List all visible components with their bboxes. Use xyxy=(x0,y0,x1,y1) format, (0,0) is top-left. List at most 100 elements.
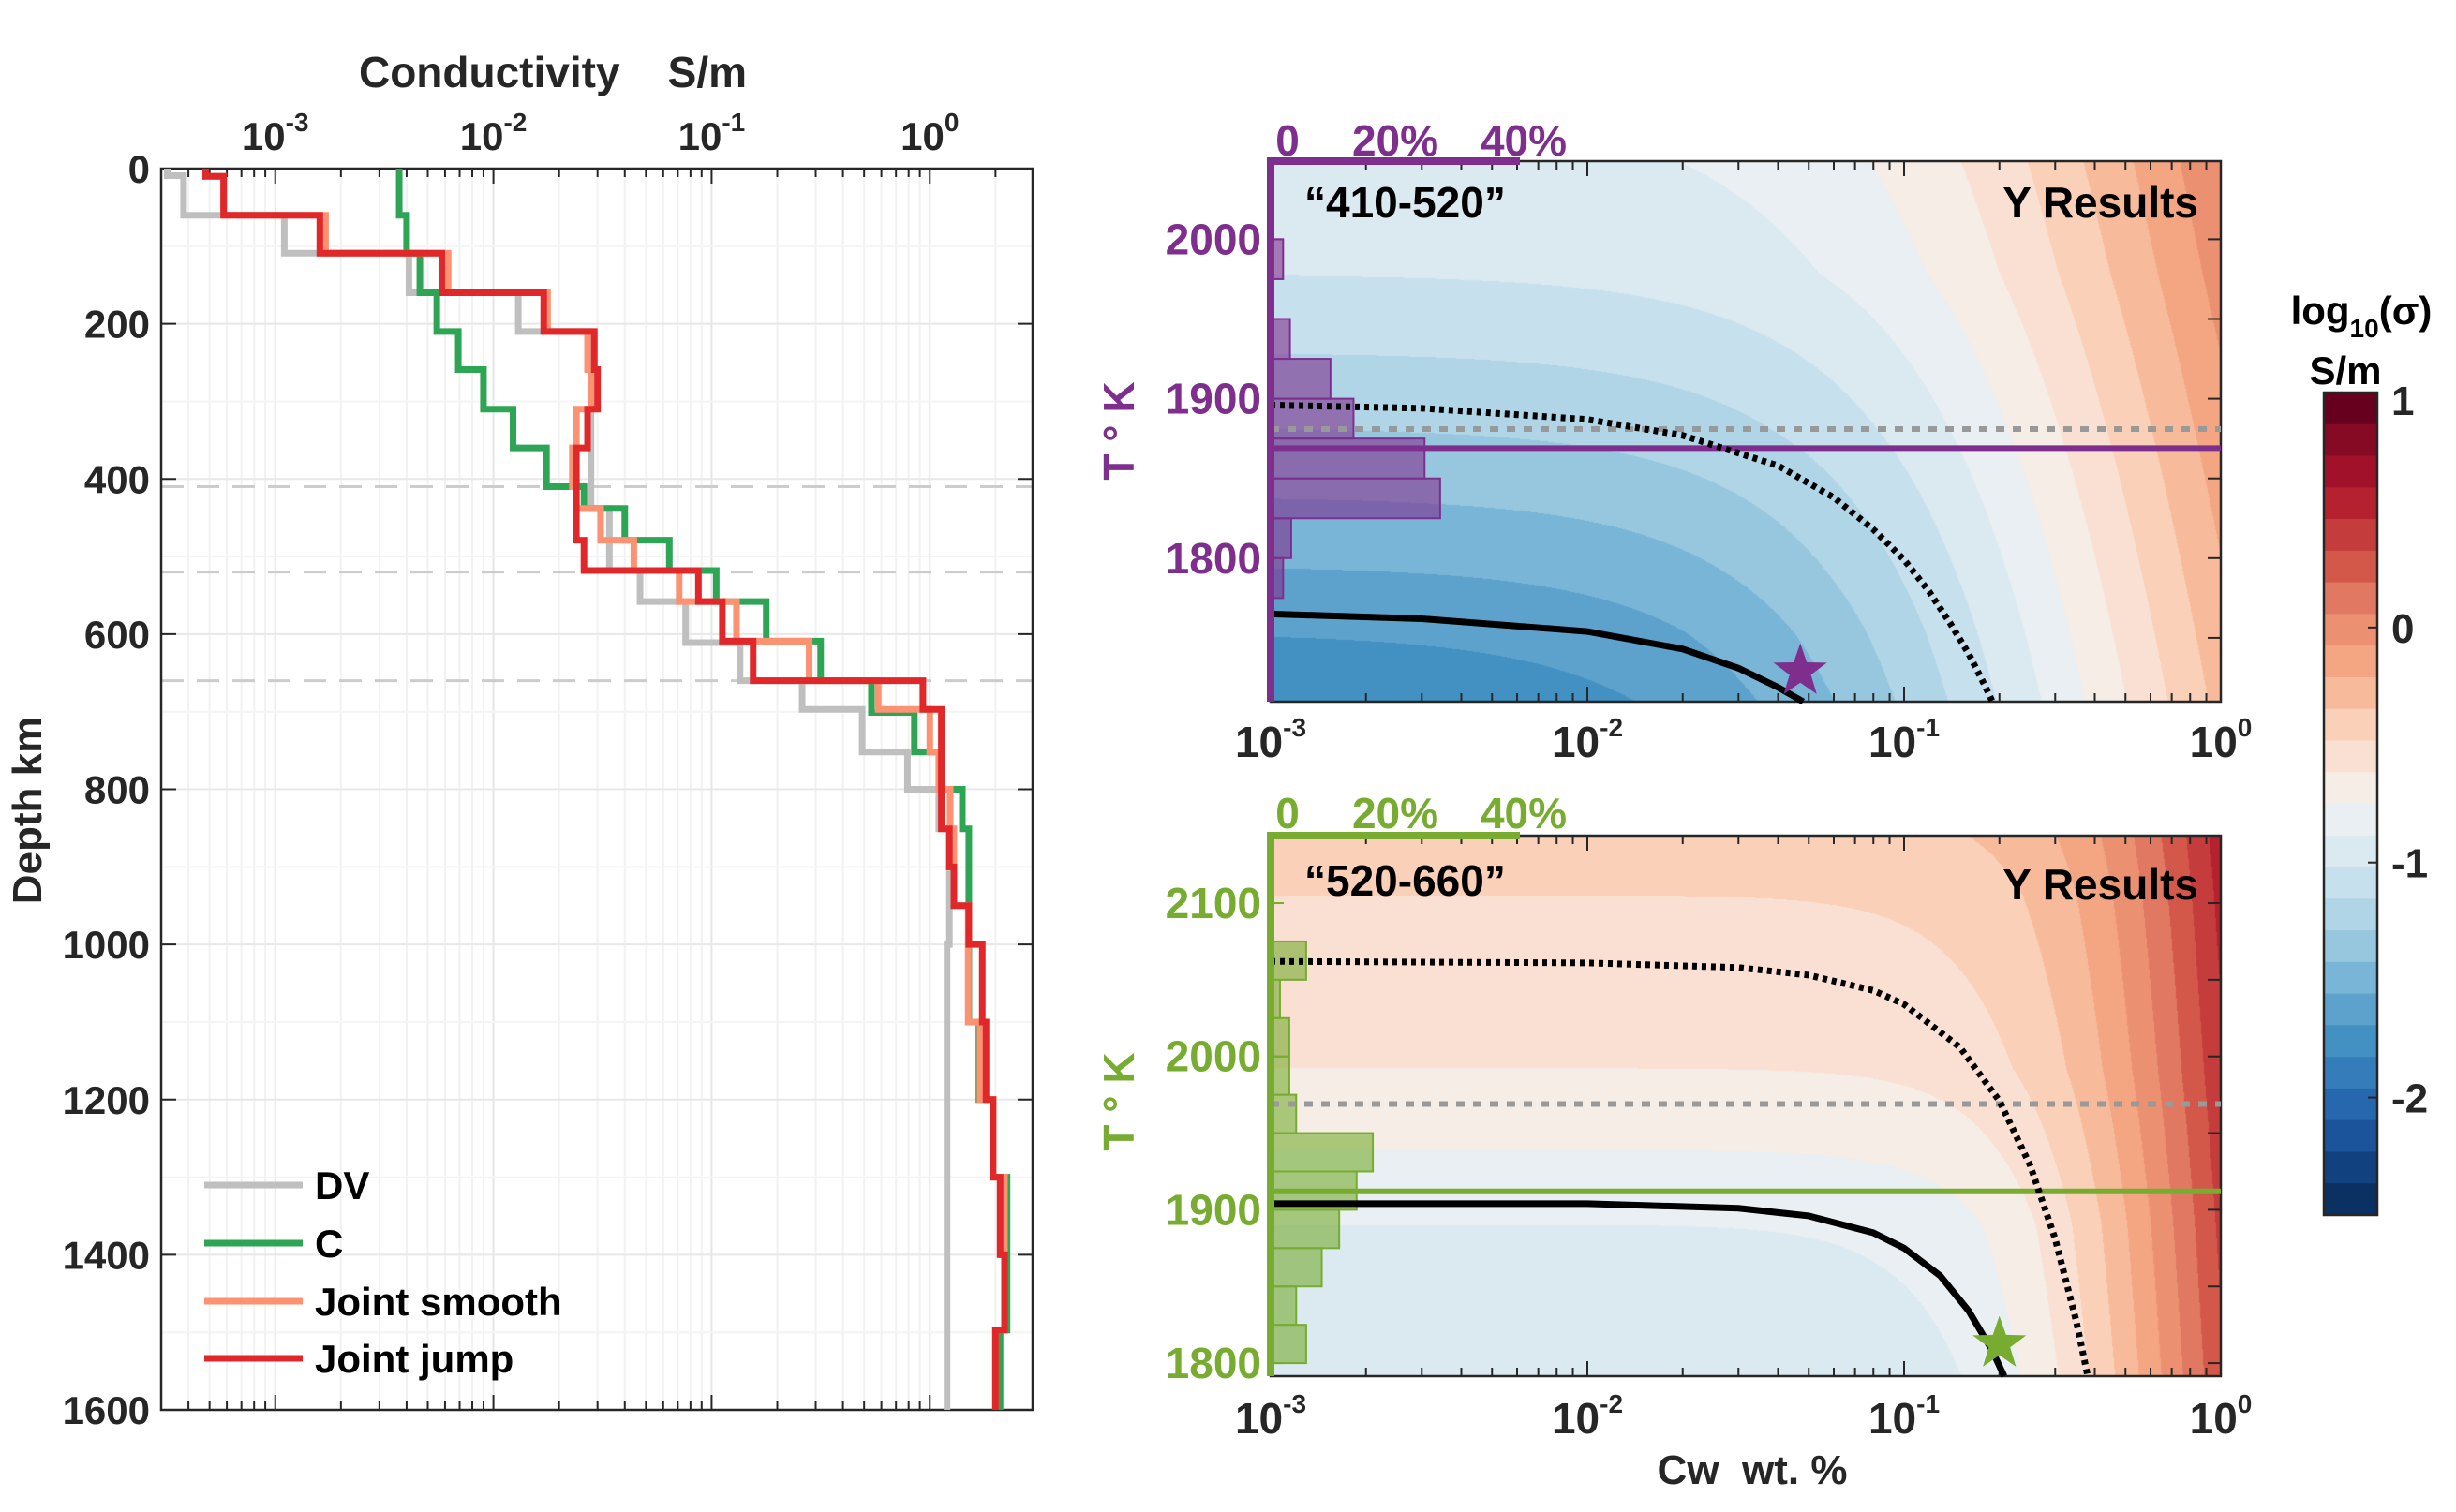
colorbar-band xyxy=(2324,676,2377,710)
histogram-bar xyxy=(1270,437,1426,480)
histogram-axis-label: 0 xyxy=(1275,116,1300,165)
colorbar-band xyxy=(2324,708,2377,742)
x-tick-label-base: 10 xyxy=(2190,718,2238,766)
y-tick-label: 1400 xyxy=(63,1233,150,1277)
colorbar-band xyxy=(2324,614,2377,646)
x-tick-label-exponent: -1 xyxy=(1916,713,1940,742)
x-tick-label-base: 10 xyxy=(1235,1394,1283,1443)
x-tick-label-exponent: -2 xyxy=(1600,1389,1623,1418)
colorbar-band xyxy=(2324,930,2377,963)
colorbar-band xyxy=(2324,455,2377,488)
legend-label: C xyxy=(315,1222,343,1266)
histogram-bar xyxy=(1270,1324,1307,1365)
y-tick-label: 2000 xyxy=(1166,215,1261,263)
panel-410-520: “410-520” Y Results T ° K 10-3 10-2 10-1 10… xyxy=(1094,116,2252,766)
y-tick-label: 2000 xyxy=(1166,1032,1261,1081)
y-tick-label: 800 xyxy=(84,768,150,812)
colorbar-title: log10(σ) xyxy=(2291,289,2433,343)
colorbar-tick-label: 0 xyxy=(2391,606,2414,652)
series-line-joint-smooth xyxy=(202,169,1008,1410)
y-tick-label: 1600 xyxy=(63,1388,150,1432)
colorbar-band xyxy=(2324,804,2377,837)
conductivity-contour-dotted xyxy=(1270,401,1996,704)
x-tick-label-base: 10 xyxy=(1868,718,1916,766)
legend-label: Joint jump xyxy=(315,1337,514,1381)
histogram-axis-label: 40% xyxy=(1481,789,1567,838)
y-tick-label: 2100 xyxy=(1166,879,1261,927)
conductivity-depth-plot: Conductivity S/m Depth km 10-3 10-2 10-1 10… xyxy=(5,48,1034,1432)
series-line-joint-jump xyxy=(202,169,1008,1410)
colorbar-band xyxy=(2324,582,2377,615)
colorbar-frame xyxy=(2322,391,2379,1217)
x-tick-label-exponent: 0 xyxy=(2238,1389,2253,1418)
colorbar-band xyxy=(2324,393,2377,425)
star-marker xyxy=(1773,643,1827,694)
x-tick-label-base: 10 xyxy=(242,114,286,158)
colorbar-tick-label: -1 xyxy=(2391,841,2428,887)
histogram-bar xyxy=(1270,1247,1323,1288)
panel-annotation: “520-660” xyxy=(1304,856,1506,905)
x-tick-label: 10-3 xyxy=(1235,713,1306,766)
colorbar-band xyxy=(2324,993,2377,1026)
histogram-axis-label: 20% xyxy=(1352,789,1438,838)
y-axis-title: T ° K xyxy=(1094,381,1143,480)
colorbar-unit: S/m xyxy=(2309,348,2381,393)
x-tick-label: 10-1 xyxy=(678,108,746,158)
x-tick-label: 10-3 xyxy=(1235,1389,1306,1443)
x-tick-label-exponent: -3 xyxy=(1283,1389,1306,1418)
x-axis-title: Cw wt. % xyxy=(1658,1447,1848,1493)
x-tick-label-exponent: 0 xyxy=(2238,713,2253,742)
colorbar-band xyxy=(2324,550,2377,584)
colorbar-tick-label: 1 xyxy=(2391,378,2414,424)
x-tick-label-base: 10 xyxy=(1868,1394,1916,1443)
x-tick-label: 100 xyxy=(901,108,959,158)
x-tick-label-exponent: -2 xyxy=(503,108,527,137)
histogram-axis-label: 40% xyxy=(1481,116,1567,165)
panel-label: Y Results xyxy=(2002,860,2198,909)
x-tick-label: 100 xyxy=(2190,713,2253,766)
y-tick-label: 1800 xyxy=(1166,1339,1261,1387)
panel-annotation: “410-520” xyxy=(1304,178,1506,227)
colorbar-band xyxy=(2324,1088,2377,1121)
conductivity-contour-solid xyxy=(1270,610,1805,705)
colorbar-band xyxy=(2324,487,2377,520)
histogram-axis-label: 0 xyxy=(1275,789,1300,838)
x-tick-label-exponent: -2 xyxy=(1600,713,1623,742)
colorbar-band xyxy=(2324,1119,2377,1153)
legend-label: DV xyxy=(315,1164,369,1208)
colorbar-band xyxy=(2324,961,2377,995)
y-tick-label: 1900 xyxy=(1166,1185,1261,1234)
panel-520-660: “520-660” Y Results T ° K Cw wt. % 10-3 1… xyxy=(1094,789,2252,1493)
colorbar-band xyxy=(2324,772,2377,805)
y-axis-title: T ° K xyxy=(1094,1052,1143,1150)
x-tick-label-base: 10 xyxy=(678,114,722,158)
histogram-axis-label: 20% xyxy=(1352,116,1438,165)
histogram-bar xyxy=(1270,358,1332,400)
x-tick-label: 10-2 xyxy=(1552,713,1623,766)
colorbar-band xyxy=(2324,867,2377,899)
colorbar-title-subscript: 10 xyxy=(2350,314,2379,343)
histogram-bar xyxy=(1270,1132,1375,1173)
x-tick-label-base: 10 xyxy=(1552,718,1600,766)
x-tick-label: 10-2 xyxy=(460,108,528,158)
x-tick-label-exponent: -3 xyxy=(286,108,309,137)
star-marker xyxy=(1972,1315,2027,1367)
y-tick-label: 200 xyxy=(84,303,150,347)
series-line-dv xyxy=(164,169,953,1410)
colorbar-band xyxy=(2324,519,2377,552)
x-tick-label-base: 10 xyxy=(460,114,504,158)
colorbar-band xyxy=(2324,1151,2377,1184)
x-tick-label: 10-1 xyxy=(1868,713,1940,766)
y-tick-label: 600 xyxy=(84,613,150,657)
x-axis-title: Conductivity S/m xyxy=(359,48,747,96)
colorbar-band xyxy=(2324,898,2377,931)
x-tick-label-base: 10 xyxy=(1235,718,1283,766)
x-tick-label-base: 10 xyxy=(901,114,945,158)
x-tick-label-exponent: -1 xyxy=(1916,1389,1940,1418)
colorbar-tick-label: -2 xyxy=(2391,1076,2428,1122)
colorbar-band xyxy=(2324,740,2377,773)
histogram-bar xyxy=(1270,1093,1298,1134)
x-tick-label: 10-2 xyxy=(1552,1389,1623,1443)
histogram-bar xyxy=(1270,1208,1341,1250)
